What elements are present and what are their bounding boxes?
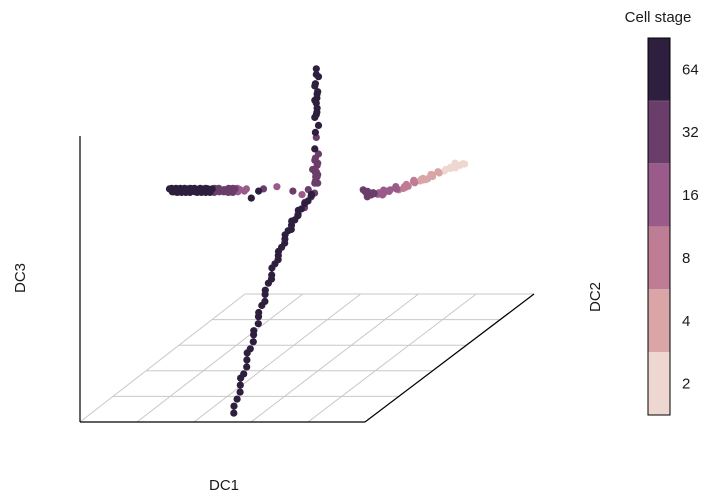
data-point xyxy=(243,356,251,364)
data-point xyxy=(361,188,370,196)
data-point xyxy=(311,168,319,176)
colorbar-tick-label: 8 xyxy=(682,250,690,267)
colorbar-tick-label: 2 xyxy=(682,376,690,393)
data-point xyxy=(304,197,312,205)
data-point xyxy=(254,320,262,328)
data-point xyxy=(297,205,305,213)
data-point xyxy=(236,381,244,389)
data-point xyxy=(427,170,435,179)
data-point xyxy=(247,194,255,202)
grid-line xyxy=(79,293,246,423)
y-axis-label: DC2 xyxy=(587,282,604,312)
data-point xyxy=(246,345,254,353)
data-point xyxy=(400,183,408,191)
data-point xyxy=(261,286,269,294)
colorbar-frame xyxy=(647,37,671,416)
grid-line xyxy=(193,293,361,423)
z-axis-label: DC3 xyxy=(12,263,29,293)
floor-grid xyxy=(79,293,535,423)
legend-title: Cell stage xyxy=(625,9,692,26)
data-point xyxy=(380,186,388,194)
data-point xyxy=(314,73,323,81)
x-axis-label: DC1 xyxy=(209,477,239,494)
data-point xyxy=(461,160,469,168)
data-point xyxy=(410,176,418,184)
data-point xyxy=(289,187,297,195)
grid-line xyxy=(250,293,419,423)
data-point xyxy=(311,113,319,121)
colorbar-segment xyxy=(648,163,670,227)
data-point xyxy=(243,363,251,371)
data-point xyxy=(230,409,238,417)
data-point xyxy=(255,187,263,195)
colorbar-tick-label: 32 xyxy=(682,124,699,141)
data-point xyxy=(231,185,239,193)
axes xyxy=(79,136,535,423)
data-point xyxy=(311,179,319,187)
colorbar: 2 4 8 16 32 64 xyxy=(647,37,699,416)
data-point xyxy=(233,395,241,403)
data-point xyxy=(261,297,269,305)
colorbar-segment xyxy=(648,38,670,101)
colorbar-tick-label: 4 xyxy=(682,313,690,330)
colorbar-segment xyxy=(648,352,670,415)
colorbar-tick-label: 16 xyxy=(682,187,699,204)
data-point xyxy=(236,388,244,396)
data-point xyxy=(392,183,400,191)
scatter-points xyxy=(165,65,469,417)
data-point xyxy=(240,370,248,378)
data-point xyxy=(311,145,319,153)
data-point xyxy=(208,185,216,193)
colorbar-segment xyxy=(648,100,670,164)
grid-line xyxy=(307,293,477,423)
data-point xyxy=(250,327,258,335)
colorbar-segment xyxy=(648,226,670,290)
data-point xyxy=(230,402,238,410)
data-point xyxy=(312,65,320,73)
data-point xyxy=(249,338,257,346)
colorbar-segment xyxy=(648,289,670,353)
data-point xyxy=(314,121,323,129)
grid-line xyxy=(136,293,304,423)
data-point xyxy=(242,185,250,193)
y-axis-line xyxy=(364,293,535,423)
data-point xyxy=(273,183,281,191)
data-point xyxy=(311,128,319,136)
data-point xyxy=(422,176,430,184)
data-point xyxy=(255,308,263,317)
data-point xyxy=(268,271,276,279)
data-point xyxy=(446,164,454,173)
data-point xyxy=(307,190,316,198)
data-point xyxy=(434,168,442,176)
colorbar-tick-label: 64 xyxy=(682,61,699,78)
data-point xyxy=(298,191,306,199)
data-point xyxy=(370,190,378,198)
data-point xyxy=(311,82,319,90)
